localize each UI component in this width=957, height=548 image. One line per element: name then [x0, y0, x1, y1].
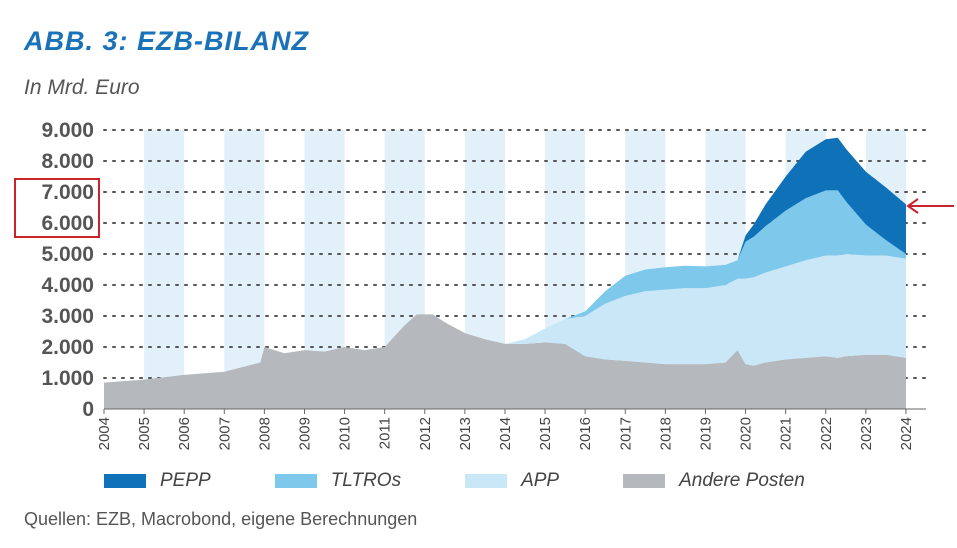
- legend-swatch-pepp: [104, 474, 146, 488]
- area-app: [104, 254, 906, 383]
- legend-label-pepp: PEPP: [160, 470, 211, 491]
- x-tick-label: 2004: [96, 417, 113, 450]
- x-tick-label: 2014: [497, 417, 514, 450]
- legend: PEPP TLTROs APP Andere Posten: [104, 470, 869, 492]
- x-tick-label: 2020: [738, 417, 755, 450]
- x-tick-label: 2015: [537, 417, 554, 450]
- x-tick-labels: 2004 2005 2006 2007 2008 2009 2010 2011 2012 2013…: [96, 417, 915, 450]
- x-tick-label: 2023: [858, 417, 875, 450]
- x-tick-label: 2013: [457, 417, 474, 450]
- source-note: Quellen: EZB, Macrobond, eigene Berechnu…: [24, 509, 418, 529]
- legend-item-tltros: TLTROs: [274, 470, 402, 492]
- x-tick-label: 2018: [657, 417, 674, 450]
- arrow-left-icon: [906, 198, 954, 214]
- y-tick-label: 0: [82, 398, 94, 421]
- y-tick-label: 7.000: [41, 181, 94, 204]
- x-tick-label: 2010: [337, 417, 354, 450]
- y-tick-label: 4.000: [41, 274, 94, 297]
- y-tick-label: 8.000: [41, 150, 94, 173]
- x-tick-label: 2022: [818, 417, 835, 450]
- y-tick-label: 3.000: [41, 305, 94, 328]
- x-tick-label: 2012: [417, 417, 434, 450]
- y-tick-label: 2.000: [41, 336, 94, 359]
- legend-swatch-tltros: [274, 474, 317, 488]
- legend-swatch-andere-posten: [623, 474, 666, 488]
- chart-subtitle: In Mrd. Euro: [24, 76, 140, 99]
- legend-label-andere-posten: Andere Posten: [679, 470, 805, 491]
- legend-item-andere-posten: Andere Posten: [623, 470, 805, 492]
- y-tick-label: 1.000: [41, 367, 94, 390]
- y-tick-label: 6.000: [41, 212, 94, 235]
- x-tick-label: 2011: [377, 417, 394, 449]
- x-tick-label: 2019: [698, 417, 715, 450]
- area-pepp: [104, 137, 906, 383]
- series-areas: [104, 137, 906, 409]
- x-tick-label: 2006: [176, 417, 193, 450]
- x-tick-label: 2021: [778, 417, 795, 450]
- year-band-2007: [224, 130, 265, 409]
- area-andere-posten: [104, 314, 906, 409]
- legend-item-pepp: PEPP: [104, 470, 211, 492]
- y-tick-label: 5.000: [41, 243, 94, 266]
- y-tick-labels: 0 1.000 2.000 3.000 4.000 5.000 6.000 7.000 8.00…: [41, 119, 94, 421]
- chart-title: ABB. 3: EZB-BILANZ: [24, 26, 309, 56]
- area-tltros: [104, 190, 906, 383]
- year-band-2005: [144, 130, 185, 409]
- legend-item-app: APP: [465, 470, 559, 492]
- axes: [103, 408, 926, 414]
- x-tick-label: 2008: [256, 417, 273, 450]
- x-tick-label: 2007: [216, 417, 233, 450]
- legend-label-app: APP: [521, 470, 560, 491]
- x-tick-label: 2017: [617, 417, 634, 450]
- highlight-box: [14, 178, 100, 238]
- legend-label-tltros: TLTROs: [330, 470, 402, 491]
- x-tick-label: 2009: [297, 417, 314, 450]
- x-tick-label: 2005: [136, 417, 153, 450]
- x-tick-label: 2024: [898, 417, 915, 450]
- y-tick-label: 9.000: [41, 119, 94, 142]
- legend-swatch-app: [465, 474, 508, 488]
- x-tick-label: 2016: [577, 417, 594, 450]
